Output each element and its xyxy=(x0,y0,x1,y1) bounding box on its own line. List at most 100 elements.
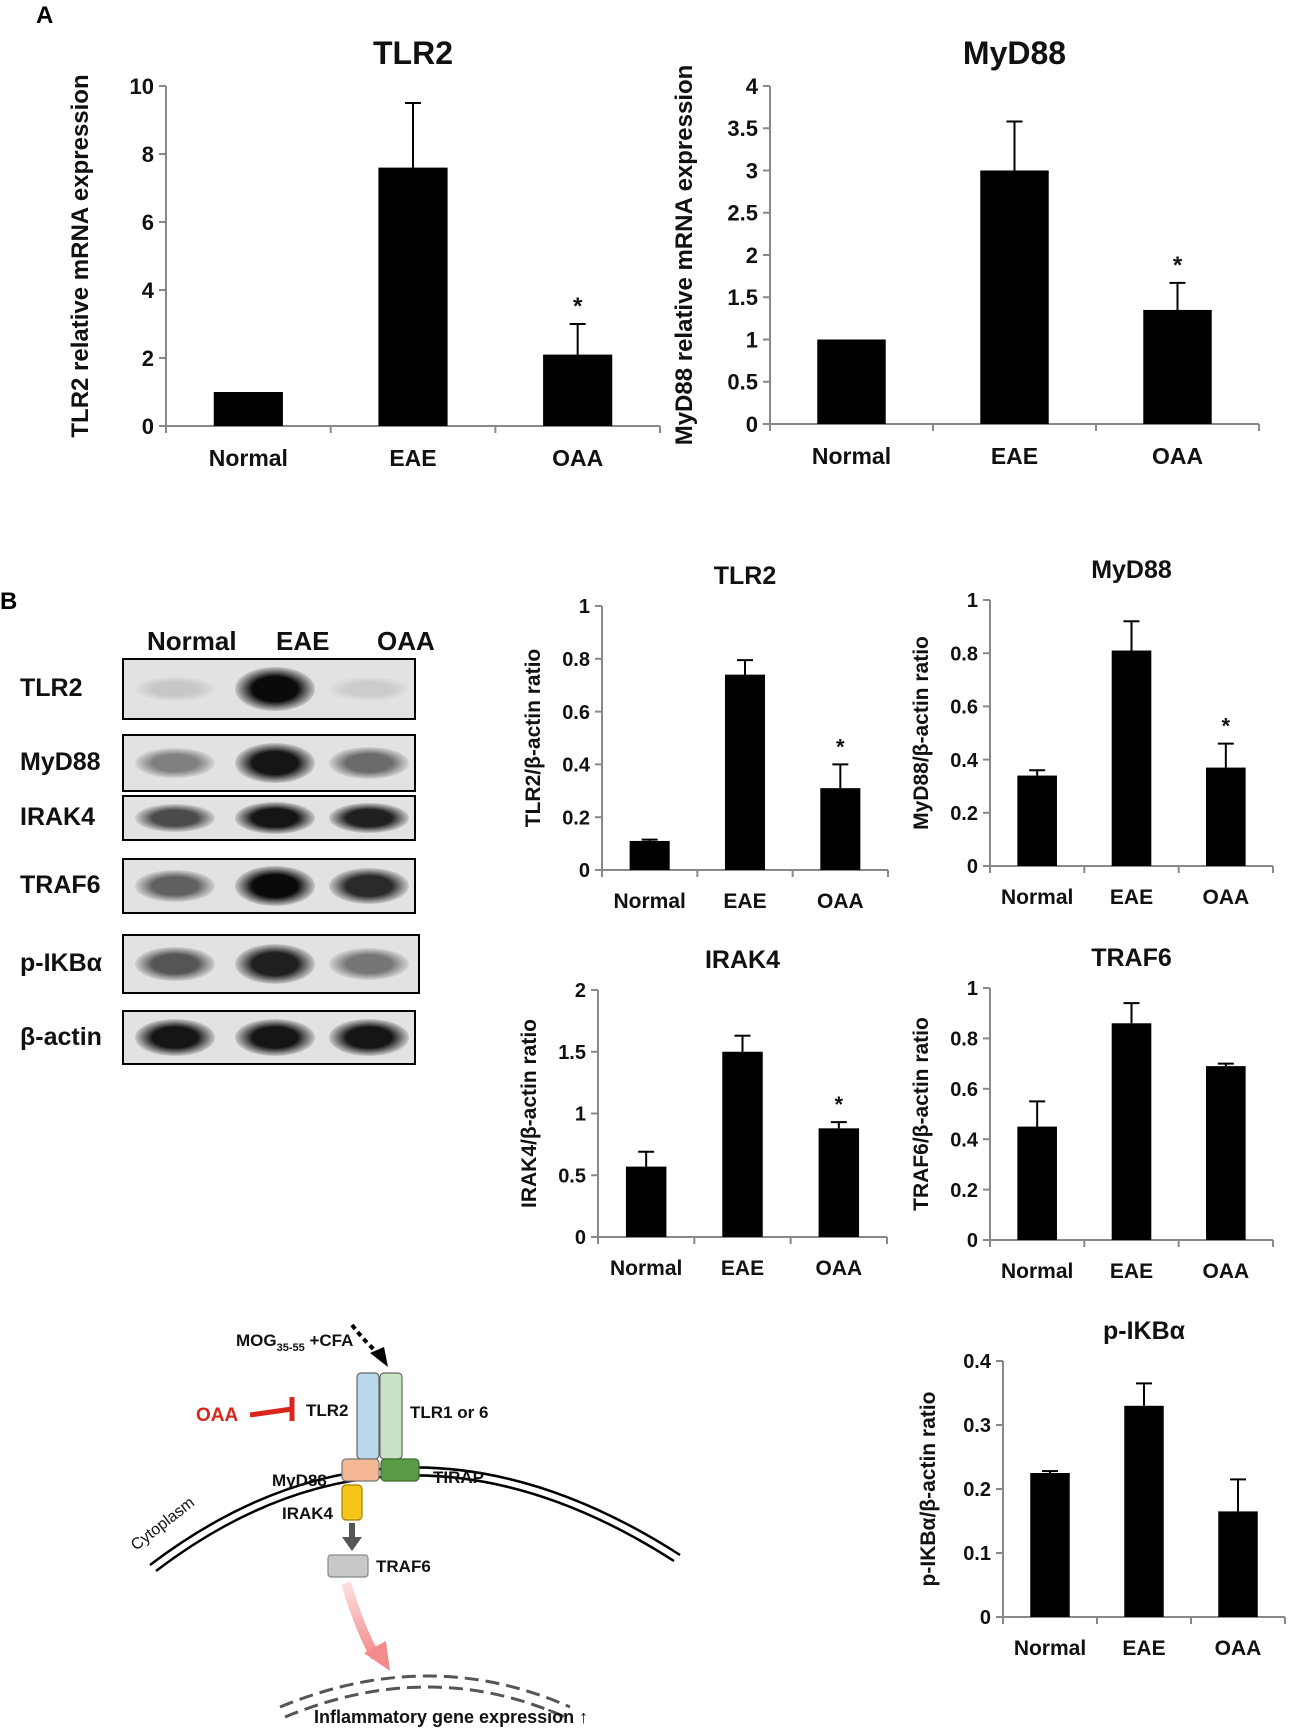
x-tick-label: Normal xyxy=(1014,1637,1086,1660)
y-tick-label: 0 xyxy=(575,1227,586,1249)
significance-marker: * xyxy=(1173,252,1183,279)
y-tick-label: 0 xyxy=(980,1607,991,1629)
y-tick-label: 0.8 xyxy=(950,643,978,665)
x-tick-label: OAA xyxy=(1202,1260,1249,1283)
y-tick-label: 0.6 xyxy=(562,702,590,724)
y-tick-label: 0.1 xyxy=(963,1543,991,1565)
blot-band xyxy=(135,748,215,778)
chart-svg: p-IKBα 0 0.1 0.2 0.3 0.4 p-IKBα/β-actin ratio N… xyxy=(917,1317,1286,1660)
blot-band xyxy=(235,667,315,711)
chart-svg: MyD88 0 0.5 1 1.5 2 2.5 3 3.5 4 MyD88 relative mRN… xyxy=(671,35,1260,469)
y-tick-label: 1.5 xyxy=(558,1042,586,1064)
y-tick-label: 2 xyxy=(575,980,586,1002)
y-tick-label: 1 xyxy=(746,327,758,352)
chart-svg: TRAF6 0 0.2 0.4 0.6 0.8 1 TRAF6/β-actin ratio No… xyxy=(910,944,1274,1283)
blot-band xyxy=(329,677,409,701)
y-tick-label: 4 xyxy=(746,74,759,99)
signal-arrow xyxy=(342,1537,362,1551)
x-tick-label: OAA xyxy=(817,890,864,913)
blot-row-label: IRAK4 xyxy=(20,803,96,831)
blot-band xyxy=(135,804,215,832)
y-tick-label: 1.5 xyxy=(727,285,758,310)
bar xyxy=(724,674,766,870)
y-tick-label: 0.6 xyxy=(950,1079,978,1101)
oaa-label: OAA xyxy=(196,1405,239,1426)
blot-row-label: MyD88 xyxy=(20,748,101,776)
y-tick-label: 10 xyxy=(130,74,154,99)
bar xyxy=(629,840,670,870)
chart-svg: IRAK4 0 0.5 1 1.5 2 IRAK4/β-actin ratio Normal E… xyxy=(518,946,888,1280)
mog-label: MOG35-55 +CFA xyxy=(236,1331,353,1354)
y-tick-label: 1 xyxy=(967,978,978,1000)
chart-title: TLR2 xyxy=(714,562,777,590)
tirap-box xyxy=(380,1458,420,1482)
y-tick-label: 0.3 xyxy=(963,1415,991,1437)
cytoplasm-label: Cytoplasm xyxy=(128,1494,198,1554)
x-tick-label: EAE xyxy=(1110,1260,1153,1283)
x-tick-label: OAA xyxy=(1152,443,1203,469)
blot-row-label: p-IKBα xyxy=(20,949,103,977)
x-tick-label: Normal xyxy=(1001,1260,1073,1283)
y-tick-label: 0.4 xyxy=(963,1351,992,1373)
y-tick-label: 3 xyxy=(746,158,758,183)
bar xyxy=(1218,1511,1258,1617)
y-tick-label: 2 xyxy=(142,346,154,371)
blot-band xyxy=(235,944,315,984)
tlr16-receptor xyxy=(379,1372,403,1460)
irak4-label: IRAK4 xyxy=(282,1504,334,1523)
blot-strip xyxy=(122,658,416,720)
blot-band xyxy=(329,802,409,834)
blot-band xyxy=(135,870,215,902)
blot-strip xyxy=(122,1010,416,1065)
blot-band xyxy=(235,866,315,906)
x-tick-label: EAE xyxy=(721,1257,764,1280)
chart-title: MyD88 xyxy=(963,35,1066,71)
y-tick-label: 0 xyxy=(967,1230,978,1252)
y-axis-label: MyD88/β-actin ratio xyxy=(910,636,933,830)
blot-band xyxy=(329,867,409,905)
myd88-box xyxy=(341,1458,380,1482)
y-tick-label: 0.8 xyxy=(950,1029,978,1051)
y-tick-label: 0.8 xyxy=(562,649,590,671)
y-tick-label: 0.4 xyxy=(950,750,979,772)
chart-title: IRAK4 xyxy=(705,946,780,974)
mog-arrow xyxy=(350,1323,382,1357)
y-tick-label: 4 xyxy=(142,278,155,303)
chart-title: MyD88 xyxy=(1091,556,1172,584)
x-tick-label: EAE xyxy=(1110,886,1153,909)
y-tick-label: 1 xyxy=(575,1104,586,1126)
y-tick-label: 6 xyxy=(142,210,154,235)
blot-strip xyxy=(122,858,416,914)
y-axis-label: TLR2 relative mRNA expression xyxy=(67,74,94,437)
y-tick-label: 0 xyxy=(579,860,590,882)
gene-expression-arrow xyxy=(341,1581,381,1660)
y-tick-label: 0 xyxy=(142,414,154,439)
y-tick-label: 0.2 xyxy=(562,807,590,829)
tlr2-label: TLR2 xyxy=(306,1401,349,1420)
blot-strip xyxy=(122,734,416,792)
traf6-label: TRAF6 xyxy=(376,1557,431,1576)
blot-row-label: β-actin xyxy=(20,1022,102,1051)
chart-title: TLR2 xyxy=(373,35,453,71)
chart-title: TRAF6 xyxy=(1091,944,1172,972)
bar xyxy=(980,170,1049,424)
y-tick-label: 0.2 xyxy=(950,803,978,825)
blot-band xyxy=(135,946,215,982)
blot-band xyxy=(135,1018,215,1057)
y-tick-label: 0.2 xyxy=(963,1479,991,1501)
gene-expression-label: Inflammatory gene expression ↑ xyxy=(314,1707,588,1727)
significance-marker: * xyxy=(835,1092,844,1117)
bar xyxy=(1111,1023,1152,1240)
chart-b-myd88: MyD88 0 0.2 0.4 0.6 0.8 1 MyD88/β-actin ratio No… xyxy=(880,550,1283,931)
chart-b-irak4: IRAK4 0 0.5 1 1.5 2 IRAK4/β-actin ratio Normal E… xyxy=(488,940,897,1302)
chart-a-tlr2: TLR2 0 2 4 6 8 10 TLR2 relative mRNA expression… xyxy=(56,35,670,491)
blot-strip xyxy=(122,795,416,841)
x-tick-label: Normal xyxy=(613,890,685,913)
pathway-diagram: MOG35-55 +CFA OAA TLR2 TLR1 or 6 MyD88 T… xyxy=(100,1315,740,1730)
y-tick-label: 0 xyxy=(746,412,758,437)
y-tick-label: 2 xyxy=(746,243,758,268)
blot-strip xyxy=(122,934,420,994)
y-axis-label: p-IKBα/β-actin ratio xyxy=(917,1392,940,1587)
significance-marker: * xyxy=(573,293,583,320)
y-tick-label: 3.5 xyxy=(727,116,758,141)
